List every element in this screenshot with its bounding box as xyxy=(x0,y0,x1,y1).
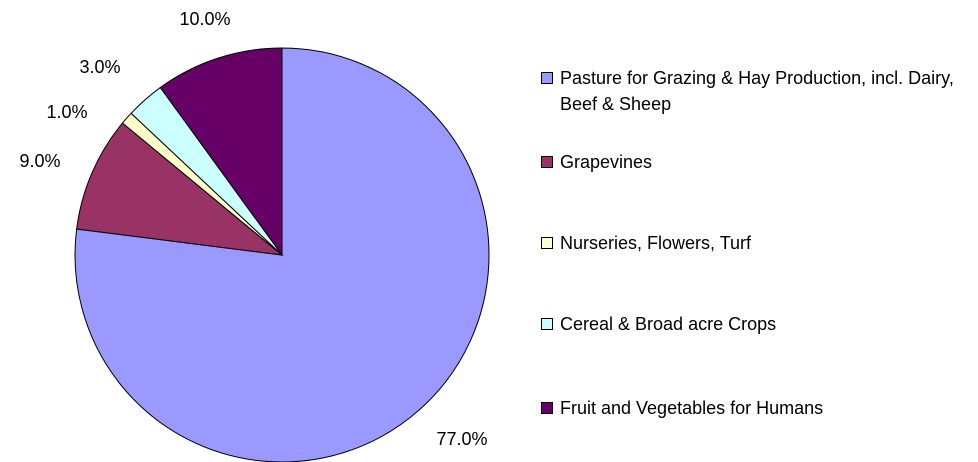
data-label: 9.0% xyxy=(19,151,60,171)
legend-label: Nurseries, Flowers, Turf xyxy=(560,233,752,253)
data-label: 77.0% xyxy=(436,429,487,449)
legend-label: Cereal & Broad acre Crops xyxy=(560,314,777,334)
legend-swatch xyxy=(541,318,553,330)
data-label: 1.0% xyxy=(46,102,87,122)
pie-slice xyxy=(159,47,283,257)
legend-swatch xyxy=(541,237,553,249)
legend-label: Grapevines xyxy=(560,152,653,172)
legend-swatch xyxy=(541,72,553,84)
legend-label: Pasture for Grazing & Hay Production, in… xyxy=(560,68,954,114)
pie-slice xyxy=(76,122,284,256)
legend-label: Fruit and Vegetables for Humans xyxy=(560,398,824,418)
data-label: 10.0% xyxy=(179,9,230,29)
legend-swatch xyxy=(541,402,553,414)
data-label: 3.0% xyxy=(79,57,120,77)
legend-swatch xyxy=(541,156,553,168)
pie-slice xyxy=(74,47,490,462)
